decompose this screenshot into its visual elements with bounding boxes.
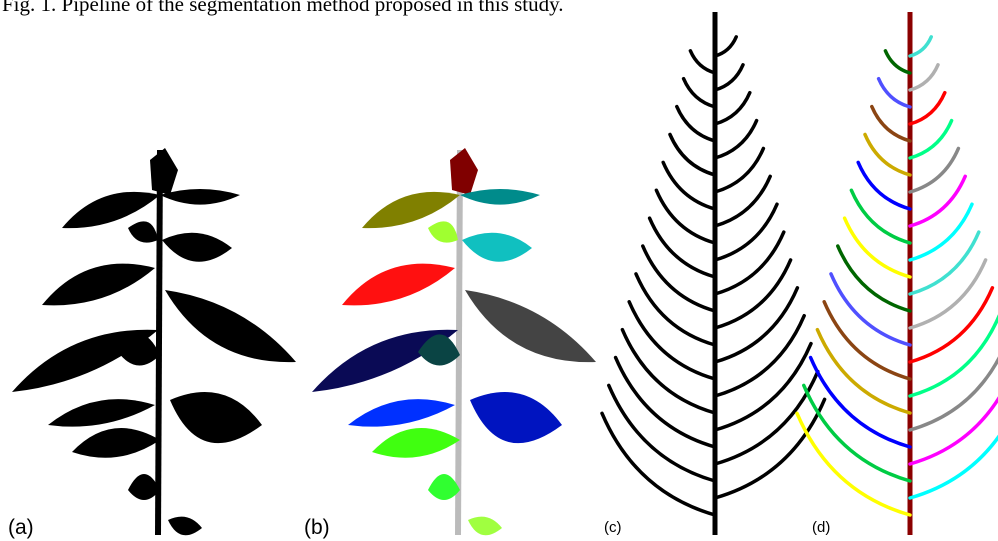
leaf — [170, 392, 262, 444]
branch — [908, 396, 998, 466]
branch — [713, 63, 745, 92]
branch — [908, 314, 998, 398]
branch — [908, 286, 995, 364]
caption: Fig. 1. Pipeline of the segmentation met… — [2, 0, 564, 16]
branch — [713, 313, 806, 398]
stem — [155, 149, 163, 536]
leaf — [468, 516, 502, 536]
branch — [713, 286, 800, 364]
leaf — [72, 428, 160, 458]
leaf — [62, 191, 160, 229]
branch — [713, 146, 766, 194]
leaf — [342, 263, 455, 306]
branch — [883, 49, 912, 75]
branch — [908, 356, 998, 432]
branch — [627, 300, 717, 381]
leaf — [42, 263, 155, 306]
stem — [455, 149, 463, 536]
branch — [654, 188, 717, 245]
branch — [713, 35, 738, 58]
branch — [688, 49, 717, 75]
branch — [908, 174, 967, 228]
leaf — [460, 189, 540, 205]
branch — [836, 244, 912, 313]
branch — [822, 300, 912, 381]
leaf — [465, 290, 596, 363]
leaf — [168, 516, 202, 536]
leaf — [428, 474, 460, 500]
branch — [713, 258, 793, 330]
leaf — [128, 474, 160, 500]
branch — [681, 76, 717, 109]
branch — [908, 63, 940, 92]
leaf — [428, 221, 458, 243]
branch — [634, 272, 717, 347]
branch — [613, 355, 717, 449]
branch — [713, 90, 752, 126]
branch — [863, 132, 912, 177]
branch — [620, 327, 717, 415]
leaf — [470, 392, 562, 444]
leaf — [312, 329, 458, 392]
branch — [908, 90, 947, 126]
branch — [641, 244, 717, 313]
leaf — [348, 399, 455, 427]
panel-label: (a) — [8, 516, 34, 539]
branch — [808, 355, 912, 449]
apex — [150, 148, 178, 195]
leaf — [418, 334, 460, 366]
leaf — [362, 191, 460, 229]
branch — [713, 341, 813, 432]
branch — [908, 146, 961, 194]
leaf — [162, 232, 232, 262]
leaf — [128, 221, 158, 243]
branch — [908, 118, 954, 160]
leaf — [48, 399, 155, 427]
branch — [713, 230, 786, 296]
branch — [795, 411, 912, 517]
branch — [876, 76, 912, 109]
branch — [713, 174, 772, 228]
branch — [802, 383, 912, 483]
branch — [668, 132, 717, 177]
branch — [661, 160, 717, 211]
panel-label: (b) — [304, 516, 330, 539]
panel-label: (d) — [812, 519, 830, 536]
branch — [870, 104, 912, 143]
branch — [829, 272, 912, 347]
leaf — [165, 290, 296, 363]
leaf — [12, 329, 158, 392]
leaf — [462, 232, 532, 262]
branch — [647, 216, 717, 279]
branch — [713, 369, 820, 466]
branch — [908, 35, 933, 58]
branch — [713, 118, 759, 160]
branch — [600, 411, 717, 517]
leaf — [372, 428, 460, 458]
panel-label: (c) — [604, 519, 622, 536]
branch — [849, 188, 912, 245]
branch — [908, 202, 974, 262]
branch — [675, 104, 717, 143]
branch — [815, 327, 912, 415]
plant-drawings — [12, 12, 998, 536]
branch — [842, 216, 912, 279]
branch — [713, 397, 827, 500]
apex — [450, 148, 478, 195]
branch — [908, 258, 988, 330]
branch — [607, 383, 717, 483]
branch — [908, 230, 981, 296]
branch — [908, 434, 998, 500]
leaf — [118, 334, 160, 366]
branch — [713, 202, 779, 262]
leaf — [160, 189, 240, 205]
branch — [856, 160, 912, 211]
